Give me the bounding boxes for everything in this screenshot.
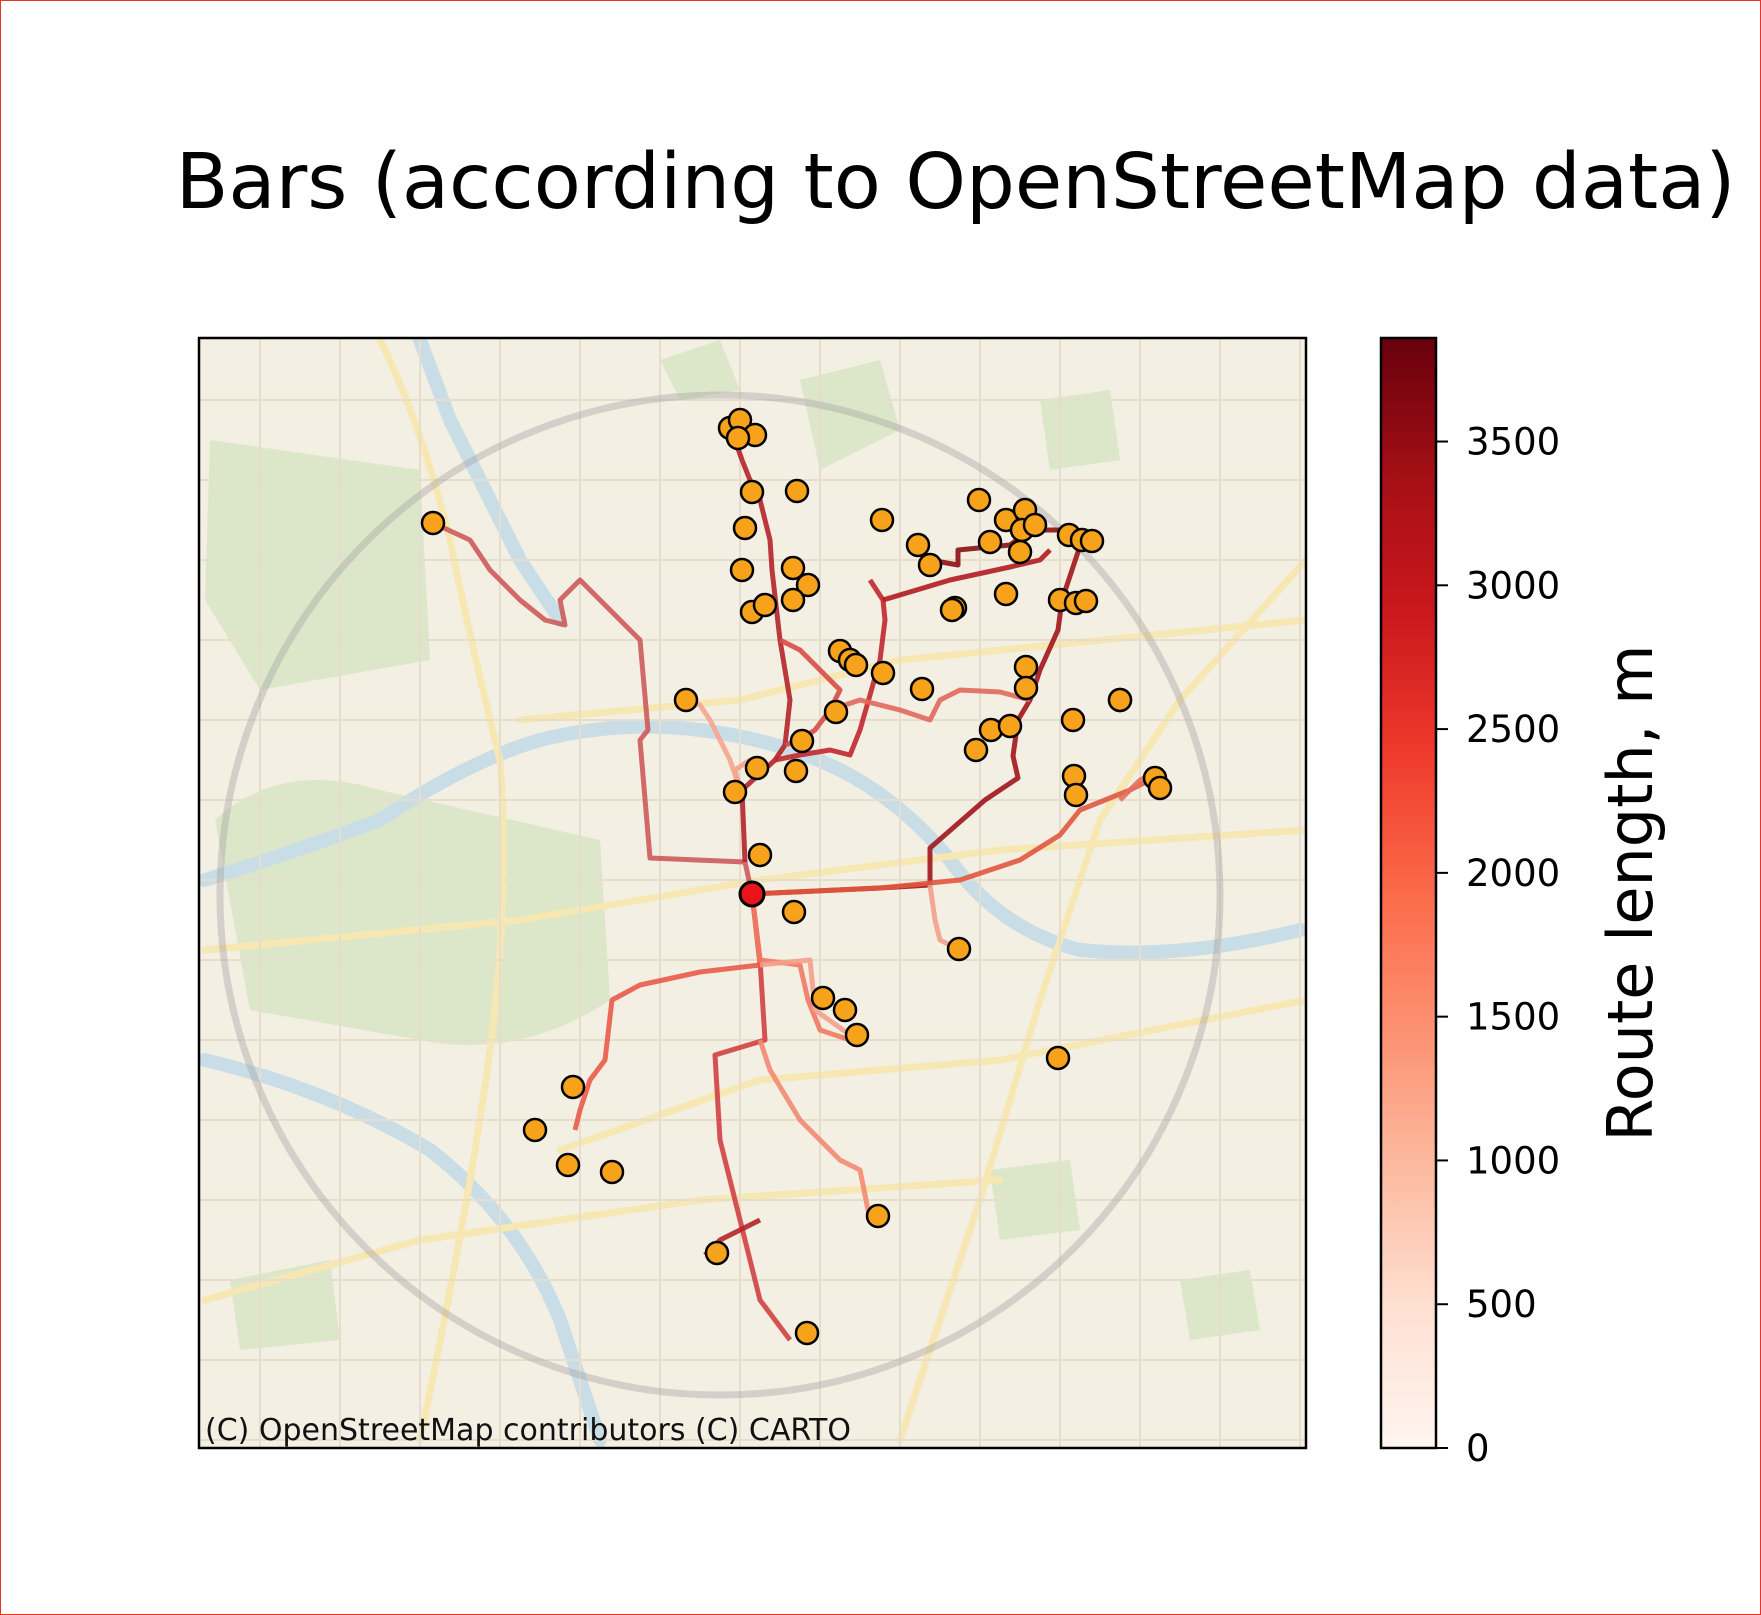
bar-marker[interactable] <box>1045 1045 1071 1071</box>
bar-marker[interactable] <box>993 581 1019 607</box>
route-line <box>749 893 851 1043</box>
bar-marker[interactable] <box>946 936 972 962</box>
bar-marker[interactable] <box>1013 654 1039 680</box>
bar-marker[interactable] <box>732 515 758 541</box>
bar-marker[interactable] <box>704 1240 730 1266</box>
bar-marker[interactable] <box>917 552 943 578</box>
bar-marker[interactable] <box>729 557 755 583</box>
colorbar-tick-label: 1500 <box>1466 996 1560 1039</box>
colorbar-tick-label: 3000 <box>1466 564 1560 607</box>
route-line <box>829 687 1031 723</box>
map-title: Bars (according to OpenStreetMap data) <box>175 138 1736 227</box>
route-line <box>751 772 1162 897</box>
bar-marker[interactable] <box>725 425 751 451</box>
route-line <box>882 548 1052 603</box>
colorbar-tick-label: 1000 <box>1466 1139 1560 1182</box>
bar-marker[interactable] <box>794 1320 820 1346</box>
bar-marker[interactable] <box>1007 539 1033 565</box>
routes-layer <box>431 430 1163 1342</box>
bar-marker[interactable] <box>909 676 935 702</box>
colorbar-ticks: 0 500 1000 1500 2000 2500 3000 3500 <box>1436 421 1560 1470</box>
route-line <box>759 957 852 1038</box>
bar-marker[interactable] <box>865 1203 891 1229</box>
bar-marker[interactable] <box>1022 512 1048 538</box>
bar-marker[interactable] <box>1063 782 1089 808</box>
colorbar-tick-label: 2500 <box>1466 708 1560 751</box>
bar-marker[interactable] <box>1073 588 1099 614</box>
route-line <box>757 1039 873 1221</box>
bar-marker[interactable] <box>1079 528 1105 554</box>
route-line <box>774 578 888 763</box>
route-line <box>431 520 755 895</box>
bar-marker[interactable] <box>747 842 773 868</box>
bar-marker[interactable] <box>722 779 748 805</box>
bar-marker[interactable] <box>966 487 992 513</box>
bar-marker[interactable] <box>752 592 778 618</box>
bar-marker[interactable] <box>963 737 989 763</box>
bar-marker[interactable] <box>522 1117 548 1143</box>
bar-marker[interactable] <box>832 997 858 1023</box>
bar-marker[interactable] <box>555 1152 581 1178</box>
bar-marker[interactable] <box>1107 687 1133 713</box>
colorbar-bar <box>1379 336 1438 1450</box>
bar-marker[interactable] <box>1013 675 1039 701</box>
route-line <box>712 893 792 1342</box>
bar-marker[interactable] <box>905 532 931 558</box>
bar-marker[interactable] <box>560 1074 586 1100</box>
route-line <box>572 893 763 1131</box>
colorbar-tick-label: 500 <box>1466 1283 1537 1326</box>
bar-marker[interactable] <box>844 1022 870 1048</box>
origin-marker[interactable] <box>738 880 766 908</box>
bar-marker[interactable] <box>780 587 806 613</box>
bar-marker[interactable] <box>795 572 821 598</box>
bar-marker[interactable] <box>789 728 815 754</box>
bar-marker[interactable] <box>939 597 965 623</box>
bar-marker[interactable] <box>823 699 849 725</box>
bar-marker[interactable] <box>843 652 869 678</box>
bar-marker[interactable] <box>1147 775 1173 801</box>
bar-marker[interactable] <box>1060 707 1086 733</box>
bar-markers-layer <box>420 407 1173 1346</box>
bar-marker[interactable] <box>420 510 446 536</box>
bar-marker[interactable] <box>744 755 770 781</box>
colorbar: 0 500 1000 1500 2000 2500 3000 3500 Route lengt… <box>1379 336 1667 1470</box>
bar-marker[interactable] <box>870 660 896 686</box>
bar-marker[interactable] <box>781 899 807 925</box>
bar-marker[interactable] <box>780 555 806 581</box>
colorbar-tick-label: 3500 <box>1466 421 1560 464</box>
bar-marker[interactable] <box>869 507 895 533</box>
map-panel[interactable]: (C) OpenStreetMap contributors (C) CARTO <box>197 336 1308 1450</box>
bar-marker[interactable] <box>997 713 1023 739</box>
bar-marker[interactable] <box>599 1159 625 1185</box>
map-axes-frame <box>197 336 1308 1450</box>
colorbar-tick-label: 2000 <box>1466 852 1560 895</box>
search-radius-circle <box>216 391 1224 1399</box>
bar-marker[interactable] <box>783 758 809 784</box>
bar-marker[interactable] <box>673 687 699 713</box>
map-attribution: (C) OpenStreetMap contributors (C) CARTO <box>205 1413 851 1448</box>
colorbar-label: Route length, m <box>1594 644 1667 1141</box>
bar-marker[interactable] <box>739 479 765 505</box>
bar-marker[interactable] <box>810 985 836 1011</box>
bar-marker[interactable] <box>977 529 1003 555</box>
bar-marker[interactable] <box>784 478 810 504</box>
colorbar-tick-label: 0 <box>1466 1427 1490 1470</box>
